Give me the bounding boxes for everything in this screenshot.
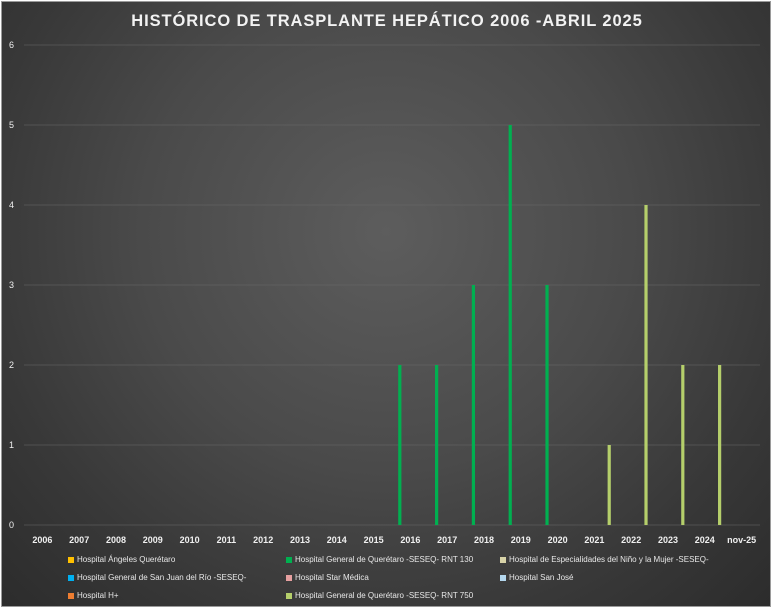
- y-tick-label: 2: [9, 360, 14, 370]
- x-tick-label: 2021: [584, 535, 604, 545]
- bar-layer: [398, 125, 722, 525]
- x-tick-label: 2017: [437, 535, 457, 545]
- x-tick-label: 2016: [400, 535, 420, 545]
- legend-swatch: [286, 574, 292, 581]
- label-layer: 0 1 2 3 4 5 6 2006 2007 2008 2009 2010 2011 2012 2013 2…: [9, 40, 756, 545]
- x-tick-label: 2007: [69, 535, 89, 545]
- legend-item: Hospital General de San Juan del Río -SE…: [68, 573, 246, 582]
- bar: [607, 445, 611, 525]
- legend-label: Hospital Star Médica: [295, 573, 369, 582]
- bar: [508, 125, 512, 525]
- legend-swatch: [286, 592, 292, 599]
- x-tick-label: 2018: [474, 535, 494, 545]
- legend-item: Hospital Ángeles Querétaro: [68, 555, 175, 564]
- chart-title: HISTÓRICO DE TRASPLANTE HEPÁTICO 2006 -A…: [131, 12, 643, 30]
- legend-swatch: [500, 556, 506, 563]
- x-tick-label: 2010: [180, 535, 200, 545]
- bar: [644, 205, 648, 525]
- legend-item: Hospital de Especialidades del Niño y la…: [500, 555, 709, 564]
- x-tick-label: 2015: [364, 535, 384, 545]
- y-tick-label: 3: [9, 280, 14, 290]
- bar: [435, 365, 439, 525]
- grid-layer: [24, 44, 760, 526]
- x-tick-label: 2022: [621, 535, 641, 545]
- y-tick-label: 4: [9, 200, 14, 210]
- legend-item: Hospital Star Médica: [286, 573, 369, 582]
- legend-swatch: [68, 592, 74, 599]
- y-tick-label: 6: [9, 40, 14, 50]
- y-tick-label: 5: [9, 120, 14, 130]
- legend-label: Hospital Ángeles Querétaro: [77, 555, 176, 564]
- legend-swatch: [68, 574, 74, 581]
- legend-label: Hospital H+: [77, 591, 119, 600]
- bar: [718, 365, 722, 525]
- legend-swatch: [286, 556, 292, 563]
- legend-label: Hospital General de Querétaro -SESEQ- RN…: [295, 555, 474, 564]
- x-tick-label: 2006: [32, 535, 52, 545]
- bar: [545, 285, 549, 525]
- legend-label: Hospital General de San Juan del Río -SE…: [77, 573, 247, 582]
- x-tick-label: 2014: [327, 535, 347, 545]
- legend-item: Hospital General de Querétaro -SESEQ- RN…: [286, 591, 473, 600]
- legend-item: Hospital H+: [68, 591, 119, 600]
- legend-label: Hospital San José: [509, 573, 574, 582]
- legend-label: Hospital General de Querétaro -SESEQ- RN…: [295, 591, 474, 600]
- x-tick-label: 2013: [290, 535, 310, 545]
- bar: [471, 285, 476, 525]
- x-tick-label: 2019: [511, 535, 531, 545]
- bar: [681, 365, 685, 525]
- x-tick-label: 2020: [548, 535, 568, 545]
- legend-label: Hospital de Especialidades del Niño y la…: [509, 555, 709, 564]
- y-tick-label: 1: [9, 440, 14, 450]
- x-tick-label: nov-25: [727, 535, 756, 545]
- y-tick-label: 0: [9, 520, 14, 530]
- legend-swatch: [68, 556, 74, 563]
- x-tick-label: 2012: [253, 535, 273, 545]
- bar: [398, 365, 402, 525]
- x-tick-label: 2009: [143, 535, 163, 545]
- legend-item: Hospital General de Querétaro -SESEQ- RN…: [286, 555, 473, 564]
- x-tick-label: 2008: [106, 535, 126, 545]
- legend-item: Hospital San José: [500, 573, 573, 582]
- x-tick-label: 2023: [658, 535, 678, 545]
- x-tick-label: 2024: [695, 535, 715, 545]
- legend-swatch: [500, 574, 506, 581]
- x-tick-label: 2011: [217, 535, 237, 545]
